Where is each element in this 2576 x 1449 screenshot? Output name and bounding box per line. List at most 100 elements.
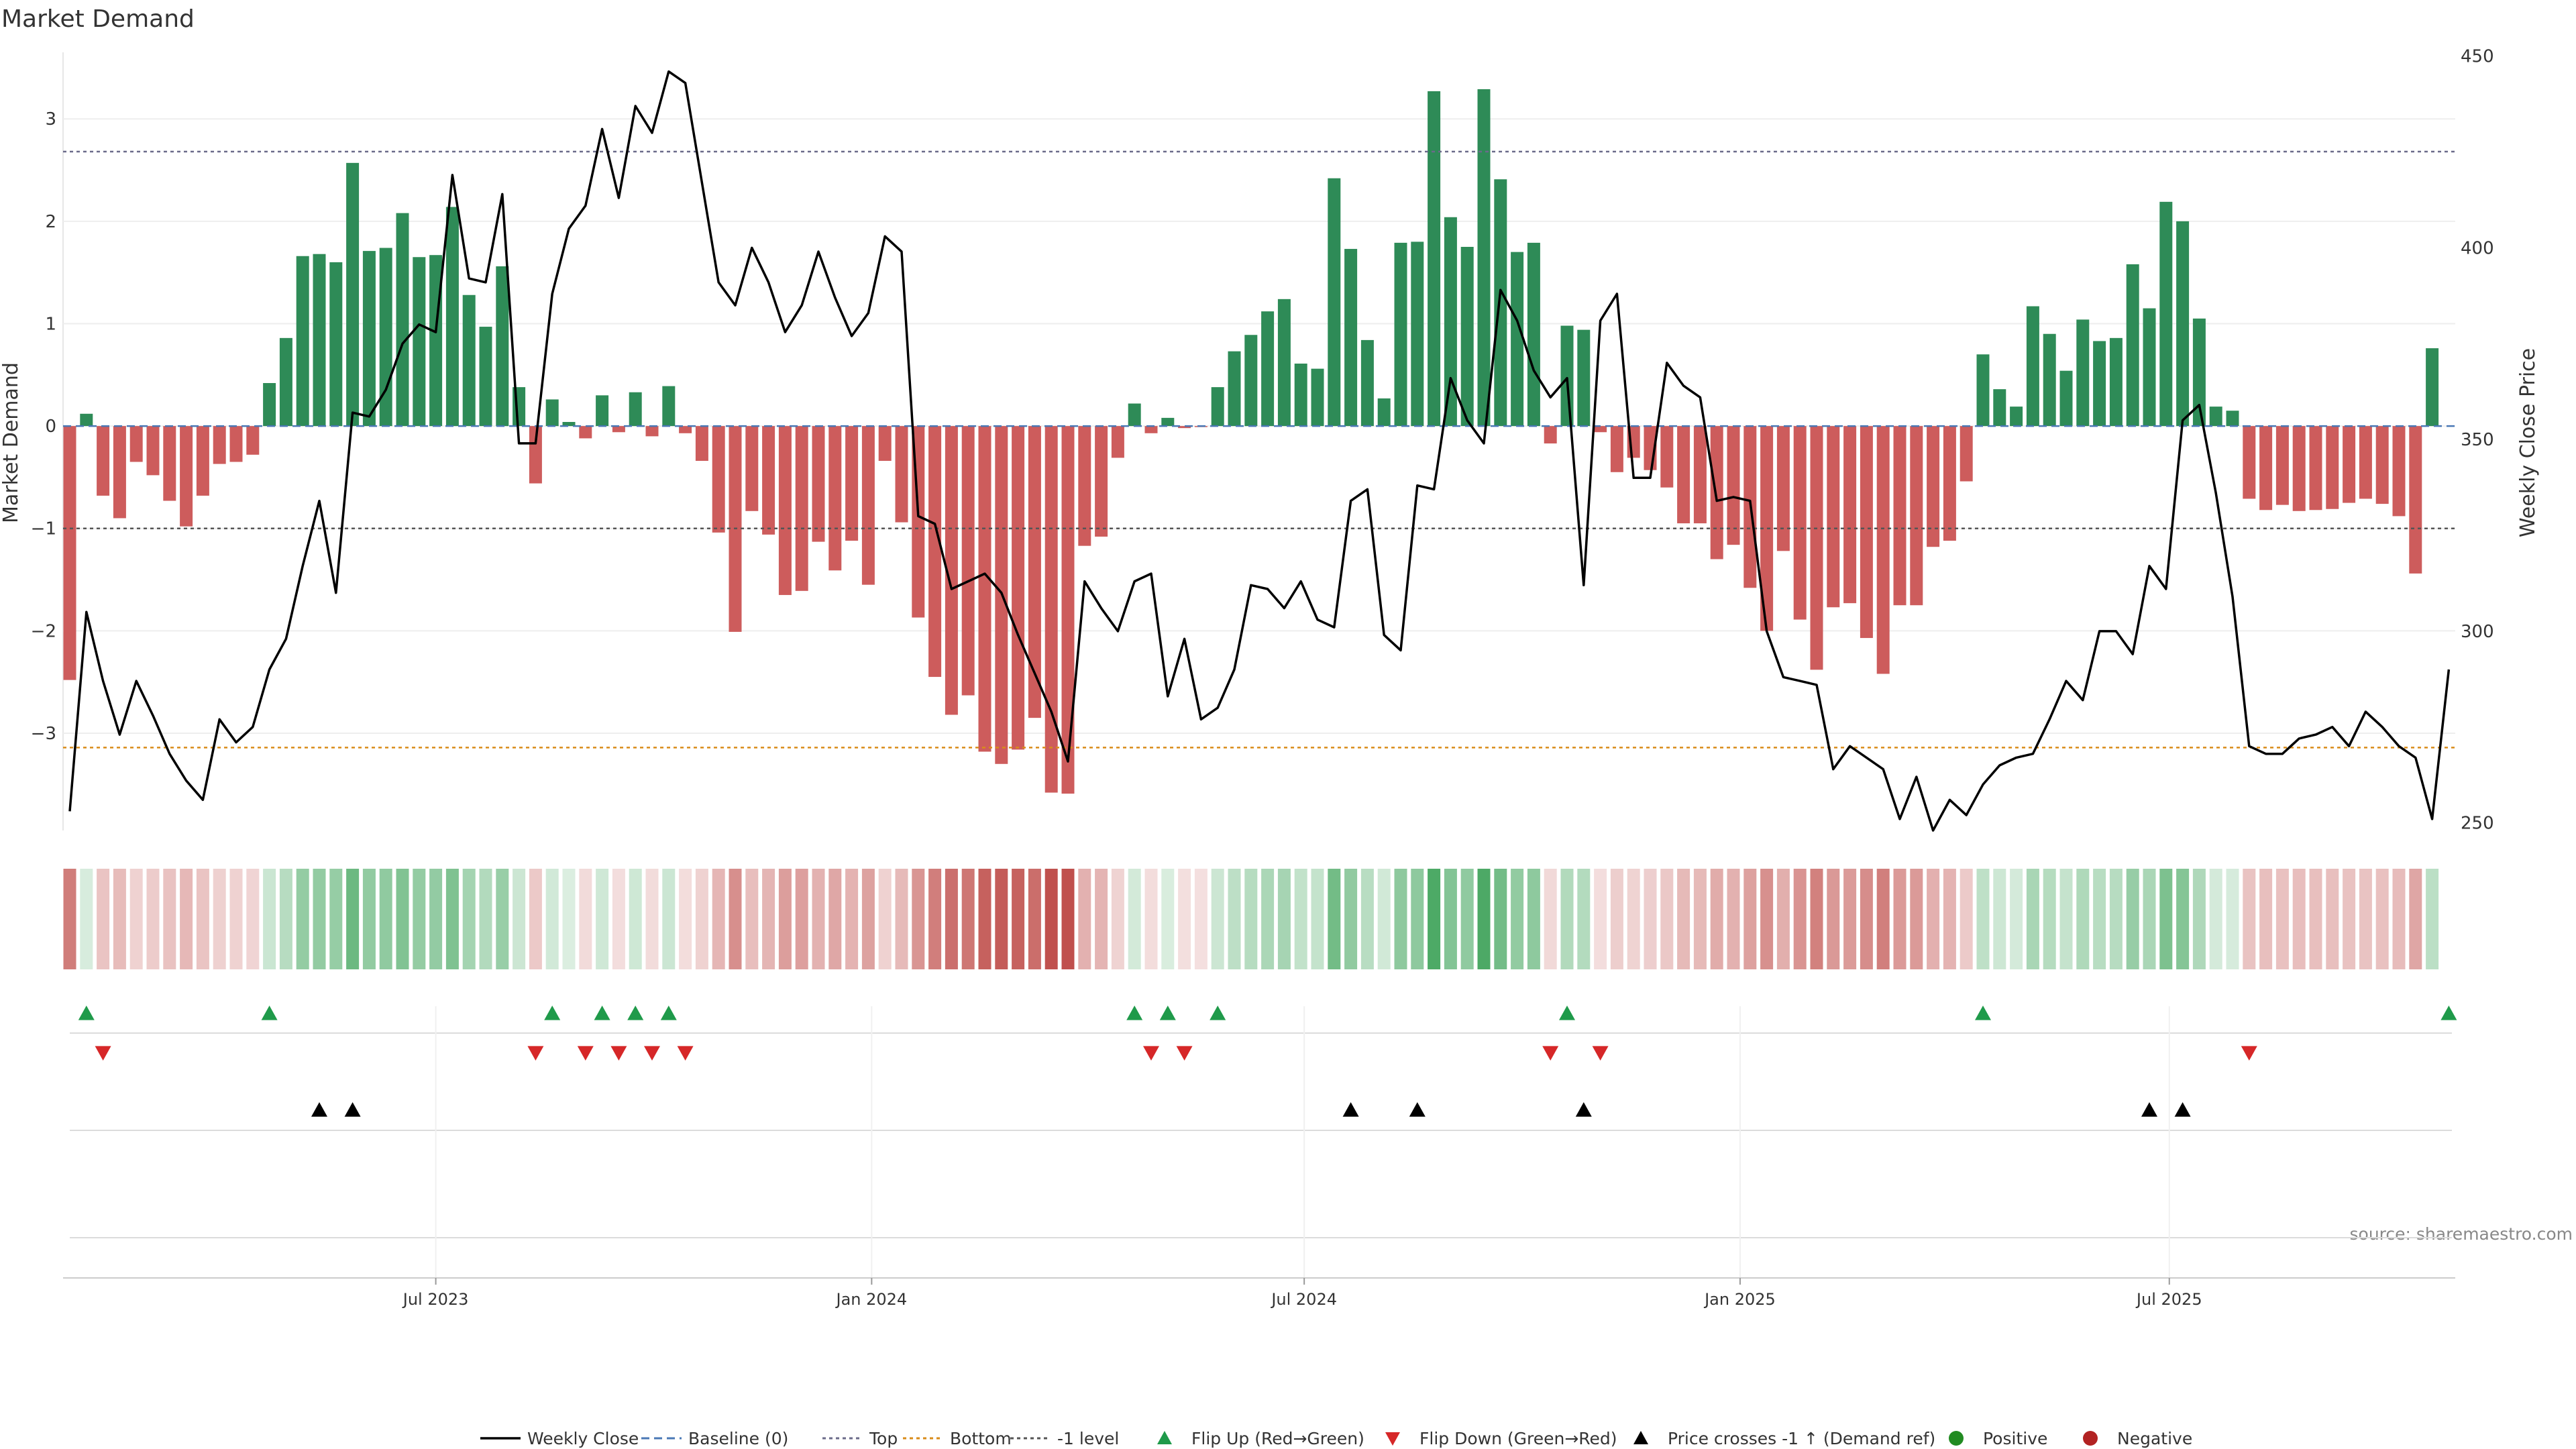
heat-cell bbox=[1776, 869, 1790, 969]
event-markers bbox=[70, 1006, 2457, 1278]
heat-cell bbox=[1428, 869, 1441, 969]
heat-cell bbox=[2259, 869, 2273, 969]
heat-cell bbox=[329, 869, 343, 969]
heat-cell bbox=[413, 869, 426, 969]
heat-cell bbox=[695, 869, 708, 969]
heat-cell bbox=[961, 869, 975, 969]
heat-cell bbox=[978, 869, 991, 969]
heat-cell bbox=[1194, 869, 1208, 969]
y-tick-label: 3 bbox=[45, 109, 56, 129]
demand-bar bbox=[2043, 333, 2056, 427]
demand-bar bbox=[712, 426, 725, 533]
heat-cell bbox=[995, 869, 1008, 969]
demand-bar bbox=[828, 426, 842, 571]
heat-cell bbox=[712, 869, 725, 969]
heat-cell bbox=[1527, 869, 1540, 969]
x-tick-label: Jul 2024 bbox=[1270, 1290, 1337, 1309]
heat-cell bbox=[180, 869, 193, 969]
demand-bar bbox=[1993, 389, 2006, 427]
heat-cell bbox=[1328, 869, 1341, 969]
heat-cell bbox=[845, 869, 859, 969]
heat-cell bbox=[1228, 869, 1241, 969]
demand-bar bbox=[2010, 407, 2023, 427]
demand-bar bbox=[1960, 426, 1973, 482]
price-cross-marker bbox=[344, 1102, 361, 1117]
demand-bar bbox=[2176, 221, 2190, 427]
legend-item-flip-down: Flip Down (Green→Red) bbox=[1385, 1429, 1617, 1448]
heat-cell bbox=[2343, 869, 2356, 969]
x-axis: Jul 2023 Jan 2024 Jul 2024 Jan 2025 Jul 2025 bbox=[63, 1277, 2455, 1309]
heat-cell bbox=[80, 869, 93, 969]
heat-cell bbox=[146, 869, 160, 969]
heat-cell bbox=[2026, 869, 2039, 969]
heat-cell bbox=[263, 869, 276, 969]
legend-item-baseline: Baseline (0) bbox=[641, 1429, 788, 1448]
demand-bar bbox=[2076, 319, 2090, 427]
price-cross-marker bbox=[1575, 1102, 1592, 1117]
legend-label: Flip Down (Green→Red) bbox=[1419, 1429, 1617, 1448]
demand-bar bbox=[845, 426, 859, 541]
heat-cell bbox=[1627, 869, 1640, 969]
heat-cell bbox=[1411, 869, 1424, 969]
demand-bar bbox=[1411, 241, 1424, 427]
demand-bar bbox=[263, 383, 276, 427]
heat-cell bbox=[1095, 869, 1108, 969]
heat-cell bbox=[1644, 869, 1657, 969]
demand-bar bbox=[612, 426, 625, 433]
heat-cell bbox=[562, 869, 576, 969]
demand-bar bbox=[1111, 426, 1124, 458]
heat-cell bbox=[861, 869, 875, 969]
demand-bar bbox=[2326, 426, 2339, 509]
heat-cell bbox=[1511, 869, 1524, 969]
legend-item-weekly-close: Weekly Close bbox=[480, 1429, 639, 1448]
heat-cell bbox=[2093, 869, 2106, 969]
legend-swatch bbox=[1157, 1431, 1172, 1444]
heat-cell bbox=[2126, 869, 2139, 969]
y-axis-ticks: 3 2 1 0 −1 −2 −3 bbox=[31, 109, 56, 744]
heat-cell bbox=[1560, 869, 1574, 969]
y-tick-label: 1 bbox=[45, 314, 56, 334]
demand-bar bbox=[97, 426, 110, 496]
heat-cell bbox=[1360, 869, 1374, 969]
heat-cell bbox=[1943, 869, 1956, 969]
demand-bar bbox=[1494, 179, 1507, 427]
heat-cell bbox=[729, 869, 742, 969]
heat-cell bbox=[612, 869, 625, 969]
heat-cell bbox=[1311, 869, 1324, 969]
heat-cell bbox=[2359, 869, 2372, 969]
demand-bar bbox=[596, 395, 609, 427]
flip-down-marker bbox=[577, 1046, 594, 1061]
flip-down-marker bbox=[677, 1046, 694, 1061]
demand-bar bbox=[1776, 426, 1790, 551]
demand-bar bbox=[246, 426, 260, 455]
heat-cell bbox=[745, 869, 759, 969]
heat-cell bbox=[645, 869, 659, 969]
demand-bar bbox=[812, 426, 825, 542]
demand-bar bbox=[413, 257, 426, 427]
demand-bar bbox=[1095, 426, 1108, 537]
flip-down-marker bbox=[644, 1046, 660, 1061]
heat-cell bbox=[1893, 869, 1907, 969]
demand-bar bbox=[2343, 426, 2356, 503]
legend-swatch bbox=[1385, 1432, 1400, 1446]
y2-axis-ticks: 450 400 350 300 250 bbox=[2461, 47, 2494, 834]
heat-cell bbox=[1727, 869, 1740, 969]
demand-bar bbox=[2126, 264, 2139, 427]
demand-bar bbox=[2243, 426, 2256, 499]
flip-up-marker bbox=[1210, 1006, 1226, 1020]
heat-cell bbox=[762, 869, 775, 969]
heat-cell bbox=[63, 869, 76, 969]
heat-cell bbox=[828, 869, 842, 969]
heat-cell bbox=[362, 869, 376, 969]
demand-bar bbox=[1128, 403, 1141, 427]
heat-cell bbox=[545, 869, 559, 969]
heat-cell bbox=[2243, 869, 2256, 969]
heat-cell bbox=[1677, 869, 1690, 969]
heat-cell bbox=[662, 869, 676, 969]
heat-cell bbox=[1693, 869, 1707, 969]
heat-cell bbox=[579, 869, 592, 969]
demand-bar bbox=[113, 426, 126, 519]
legend-swatch bbox=[1633, 1431, 1648, 1444]
demand-bar bbox=[961, 426, 975, 696]
heat-cell bbox=[1494, 869, 1507, 969]
